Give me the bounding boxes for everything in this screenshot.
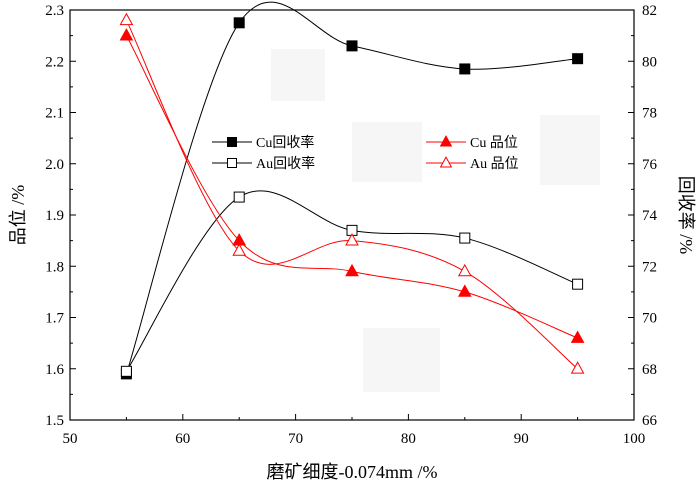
legend-item: Cu 品位 (426, 135, 518, 151)
y-left-tick-label: 1.9 (45, 208, 64, 224)
y-right-tick-label: 78 (642, 106, 657, 122)
y-right-tick-label: 80 (642, 54, 657, 70)
y-left-tick-label: 1.7 (45, 311, 64, 327)
x-axis: 50 60 70 80 90 100 (63, 414, 646, 447)
y-left-tick-label: 1.8 (45, 259, 64, 275)
y-right-tick-label: 74 (642, 208, 658, 224)
y-right-tick-label: 66 (642, 413, 658, 429)
data-point (233, 191, 245, 203)
y-axis-left-title: 品位 /% (8, 185, 28, 246)
legend-marker (227, 158, 237, 168)
y-right-tick-label: 70 (642, 311, 657, 327)
series-0 (120, 1, 584, 380)
legend-item: Cu回收率 (212, 134, 314, 151)
y-left-tick-label: 2.2 (45, 54, 64, 70)
series-2 (119, 28, 585, 343)
data-point (345, 263, 359, 277)
y-axis-right: 66 68 70 72 74 76 78 80 82 (628, 3, 658, 429)
y-left-tick-label: 2.1 (45, 106, 64, 122)
legend-marker (227, 137, 237, 147)
x-tick-label: 60 (175, 431, 190, 447)
legend-marker (439, 156, 453, 168)
legend-marker (439, 135, 453, 147)
data-point (459, 63, 471, 75)
data-point (572, 53, 584, 65)
y-axis-left: 1.5 1.6 1.7 1.8 1.9 2.0 2.1 2.2 2.3 (45, 3, 76, 429)
y-left-tick-label: 2.0 (45, 157, 64, 173)
series-line (125, 35, 578, 339)
data-point (119, 28, 134, 41)
y-right-tick-label: 82 (642, 3, 657, 19)
data-point (570, 361, 585, 374)
x-tick-label: 80 (401, 431, 416, 447)
x-axis-title: 磨矿细度-0.074mm /% (267, 462, 438, 482)
series-layer (119, 1, 585, 380)
legend: Cu回收率 Au回收率 Cu 品位 Au 品位 (212, 134, 519, 172)
data-point (345, 233, 359, 246)
background-patch (363, 328, 440, 392)
data-point (457, 284, 472, 297)
y-right-tick-label: 68 (642, 362, 657, 378)
data-point (457, 263, 472, 277)
series-1 (120, 190, 584, 377)
x-tick-label: 50 (63, 431, 78, 447)
data-point (120, 365, 132, 377)
data-point (572, 278, 584, 290)
data-point (233, 17, 245, 29)
legend-item: Au回收率 (212, 155, 315, 172)
legend-label: Cu回收率 (256, 134, 314, 151)
legend-label: Au回收率 (256, 155, 315, 172)
data-point (570, 330, 585, 343)
legend-item: Au 品位 (426, 156, 519, 172)
series-line (125, 1, 578, 375)
background-patch (352, 122, 422, 182)
series-3 (119, 12, 585, 374)
data-point (346, 40, 358, 52)
x-tick-label: 70 (288, 431, 303, 447)
background-patch (540, 115, 600, 185)
data-point (119, 12, 134, 26)
y-left-tick-label: 2.3 (45, 3, 64, 19)
series-line (125, 190, 578, 372)
background-patch (271, 49, 325, 101)
y-right-tick-label: 72 (642, 259, 657, 275)
series-line (125, 20, 578, 370)
x-tick-label: 90 (514, 431, 529, 447)
y-left-tick-label: 1.6 (45, 362, 64, 378)
data-point (232, 243, 247, 256)
legend-label: Au 品位 (470, 156, 519, 172)
plot-frame (69, 9, 635, 421)
y-left-tick-label: 1.5 (45, 413, 64, 429)
y-axis-right-title: 回收率 /% (676, 176, 696, 255)
x-tick-label: 100 (623, 431, 646, 447)
data-point (459, 232, 471, 244)
legend-label: Cu 品位 (470, 135, 518, 151)
y-right-tick-label: 76 (642, 157, 658, 173)
